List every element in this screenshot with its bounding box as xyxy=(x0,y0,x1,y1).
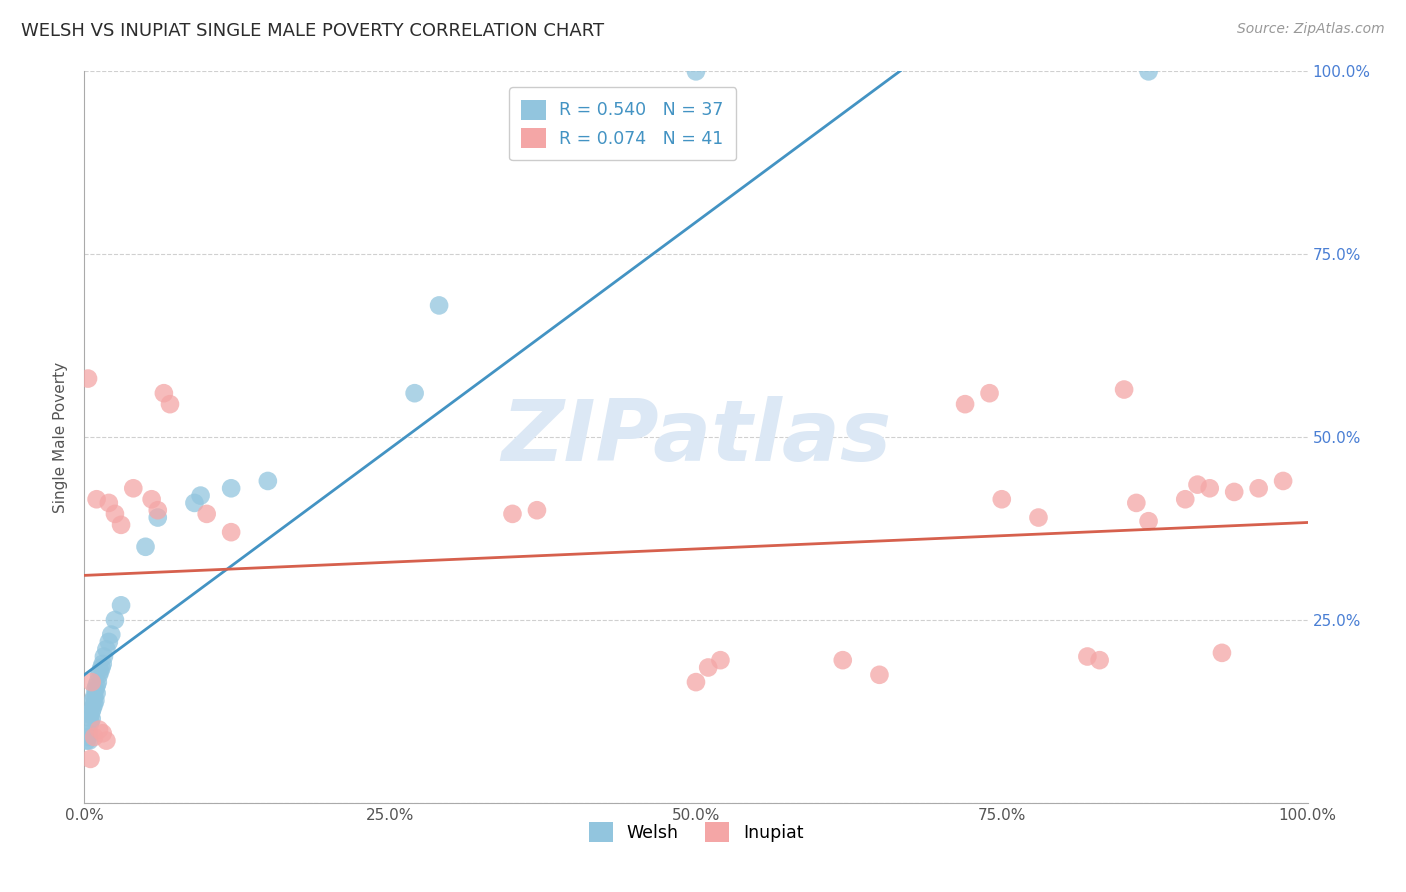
Point xyxy=(1028,510,1050,524)
Point xyxy=(685,64,707,78)
Point xyxy=(77,371,100,385)
Point xyxy=(697,660,720,674)
Point xyxy=(91,657,114,671)
Point xyxy=(953,397,976,411)
Point xyxy=(709,653,731,667)
Y-axis label: Single Male Poverty: Single Male Poverty xyxy=(53,361,69,513)
Point xyxy=(83,697,105,711)
Point xyxy=(146,510,169,524)
Point xyxy=(110,599,132,613)
Point xyxy=(146,503,169,517)
Point xyxy=(122,481,145,495)
Point xyxy=(1076,649,1098,664)
Point xyxy=(97,635,120,649)
Point xyxy=(82,693,104,707)
Point xyxy=(91,726,114,740)
Legend: Welsh, Inupiat: Welsh, Inupiat xyxy=(582,815,810,849)
Point xyxy=(159,397,181,411)
Point xyxy=(502,507,524,521)
Point xyxy=(1137,514,1160,528)
Text: WELSH VS INUPIAT SINGLE MALE POVERTY CORRELATION CHART: WELSH VS INUPIAT SINGLE MALE POVERTY COR… xyxy=(21,22,605,40)
Point xyxy=(80,675,103,690)
Point xyxy=(104,507,127,521)
Point xyxy=(80,712,103,726)
Point xyxy=(257,474,280,488)
Point xyxy=(1137,64,1160,78)
Point xyxy=(135,540,157,554)
Point xyxy=(1187,477,1209,491)
Point xyxy=(1174,492,1197,507)
Point xyxy=(183,496,205,510)
Point xyxy=(89,664,111,678)
Point xyxy=(79,752,101,766)
Point xyxy=(96,733,118,747)
Point xyxy=(1114,383,1136,397)
Point xyxy=(141,492,163,507)
Point xyxy=(195,507,218,521)
Point xyxy=(80,705,103,719)
Point xyxy=(1088,653,1111,667)
Point xyxy=(110,517,132,532)
Point xyxy=(79,708,101,723)
Point xyxy=(100,627,122,641)
Point xyxy=(86,686,108,700)
Point xyxy=(87,675,110,690)
Point xyxy=(97,496,120,510)
Point xyxy=(526,503,548,517)
Point xyxy=(90,660,112,674)
Text: Source: ZipAtlas.com: Source: ZipAtlas.com xyxy=(1237,22,1385,37)
Point xyxy=(93,649,115,664)
Point xyxy=(104,613,127,627)
Point xyxy=(1247,481,1270,495)
Point xyxy=(153,386,176,401)
Point xyxy=(831,653,853,667)
Point xyxy=(76,733,98,747)
Point xyxy=(83,690,105,704)
Point xyxy=(869,667,891,681)
Point xyxy=(190,489,212,503)
Point xyxy=(427,298,450,312)
Point xyxy=(685,675,707,690)
Point xyxy=(219,525,242,540)
Point xyxy=(96,642,118,657)
Point xyxy=(82,700,104,714)
Point xyxy=(979,386,1001,401)
Point xyxy=(87,723,110,737)
Point xyxy=(84,693,107,707)
Point xyxy=(1125,496,1147,510)
Point xyxy=(219,481,242,495)
Point xyxy=(84,682,107,697)
Point xyxy=(1198,481,1220,495)
Point xyxy=(991,492,1014,507)
Point xyxy=(79,715,101,730)
Point xyxy=(404,386,426,401)
Text: ZIPatlas: ZIPatlas xyxy=(501,395,891,479)
Point xyxy=(1211,646,1233,660)
Point xyxy=(77,730,100,744)
Point xyxy=(77,726,100,740)
Point xyxy=(86,679,108,693)
Point xyxy=(1272,474,1295,488)
Point xyxy=(87,667,110,681)
Point xyxy=(83,730,105,744)
Point xyxy=(77,733,100,747)
Point xyxy=(1223,485,1246,500)
Point xyxy=(86,492,108,507)
